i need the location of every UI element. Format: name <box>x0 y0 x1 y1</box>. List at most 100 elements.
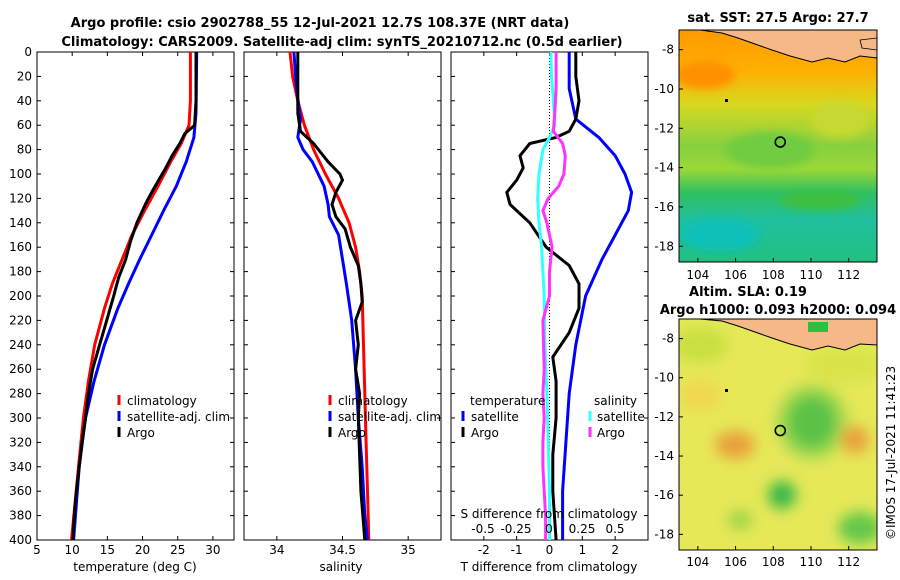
depth-tick-label: 140 <box>9 216 32 230</box>
lat-tick-label: -8 <box>662 332 674 346</box>
salinity-xlabel: salinity <box>319 560 362 574</box>
difference-panel: -2 -1 0 1 2 temperature satellite Argo salin… <box>450 51 649 574</box>
java-landmass <box>679 30 877 63</box>
depth-tick-label: 40 <box>17 94 32 108</box>
lon-tick-label: 110 <box>800 268 823 282</box>
sla-field <box>679 319 877 550</box>
lat-tick-label: -18 <box>654 527 674 541</box>
depth-tick-label: 280 <box>9 387 32 401</box>
lon-tick-label: 110 <box>800 555 823 569</box>
sst-map-ticks: 104 106 108 110 112 -8 -10 -12 -14 -16 -18 <box>654 43 860 282</box>
imos-credit: ©IMOS 17-Jul-2021 11:41:23 <box>884 366 898 540</box>
lon-tick-label: 104 <box>686 268 709 282</box>
lat-tick-label: -8 <box>662 43 674 57</box>
series-temperature-satellite <box>561 52 634 540</box>
legend-climatology: climatology <box>127 394 197 408</box>
depth-tick-label: 80 <box>17 143 32 157</box>
lon-tick-label: 106 <box>724 268 747 282</box>
figure-title-line2: Climatology: CARS2009. Satellite-adj cli… <box>61 35 622 50</box>
lat-tick-label: -12 <box>654 410 674 424</box>
s-tick-label: -0.25 <box>500 522 531 536</box>
salinity-ticks: 34 34.5 35 <box>244 51 441 557</box>
depth-tick-label: 240 <box>9 338 32 352</box>
x-tick-label: 1 <box>579 543 587 557</box>
legend-temp-argo: Argo <box>471 426 499 440</box>
difference-series <box>505 51 634 541</box>
sla-map-panel: Altim. SLA: 0.19 Argo h1000: 0.093 h2000… <box>654 285 896 569</box>
depth-tick-label: 60 <box>17 118 32 132</box>
depth-tick-label: 320 <box>9 435 32 449</box>
series-argo <box>71 52 198 541</box>
depth-tick-label: 100 <box>9 167 32 181</box>
lon-tick-label: 104 <box>686 555 709 569</box>
sst-map-frame <box>678 29 878 263</box>
figure-title-line1: Argo profile: csio 2902788_55 12-Jul-202… <box>71 16 570 31</box>
temperature-series <box>70 51 199 541</box>
island-marker <box>725 389 728 392</box>
temperature-xlabel: temperature (deg C) <box>73 560 196 574</box>
x-tick-label: 2 <box>611 543 619 557</box>
depth-tick-label: 180 <box>9 265 32 279</box>
series-argo <box>296 52 367 541</box>
depth-tick-label: 120 <box>9 191 32 205</box>
argo-position-marker <box>774 136 787 148</box>
lon-tick-label: 112 <box>837 268 860 282</box>
lon-tick-label: 108 <box>762 555 785 569</box>
x-tick-label: 30 <box>205 543 220 557</box>
legend-temp-satellite: satellite <box>471 410 519 424</box>
legend-sal-satellite: satellite <box>597 410 645 424</box>
s-tick-label: 0 <box>545 522 553 536</box>
depth-tick-label: 0 <box>24 45 32 59</box>
s-difference-xlabel: S difference from climatology <box>461 507 638 521</box>
lon-tick-label: 108 <box>762 268 785 282</box>
depth-tick-label: 20 <box>17 69 32 83</box>
lon-tick-label: 106 <box>724 555 747 569</box>
sst-map-panel: sat. SST: 27.5 Argo: 27.7 104 106 108 110 11… <box>654 11 878 282</box>
depth-tick-label: 160 <box>9 240 32 254</box>
legend-argo: Argo <box>127 426 155 440</box>
s-tick-label: 0.25 <box>569 522 596 536</box>
lat-tick-label: -12 <box>654 121 674 135</box>
lon-tick-label: 112 <box>837 555 860 569</box>
legend-sal-argo: Argo <box>597 426 625 440</box>
lat-tick-label: -10 <box>654 371 674 385</box>
legend-temperature-title: temperature <box>470 394 545 408</box>
x-tick-label: 25 <box>170 543 185 557</box>
lat-tick-label: -14 <box>654 161 674 175</box>
legend-climatology: climatology <box>338 394 408 408</box>
x-tick-label: 10 <box>65 543 80 557</box>
t-difference-xlabel: T difference from climatology <box>460 560 638 574</box>
s-difference-ticks: -0.5 -0.25 0 0.25 0.5 <box>471 522 624 536</box>
temperature-legend: climatology satellite-adj. clim Argo <box>117 394 230 440</box>
series-temperature-argo <box>505 52 581 541</box>
salinity-series <box>288 51 371 541</box>
legend-satellite-adj: satellite-adj. clim <box>127 410 230 424</box>
depth-tick-label: 380 <box>9 509 32 523</box>
depth-tick-label: 220 <box>9 313 32 327</box>
sla-map-frame <box>678 318 878 551</box>
s-tick-label: -0.5 <box>471 522 494 536</box>
sst-map-title: sat. SST: 27.5 Argo: 27.7 <box>687 11 868 26</box>
x-tick-label: 34.5 <box>329 543 356 557</box>
lat-tick-label: -16 <box>654 200 674 214</box>
argo-position-marker <box>774 424 787 437</box>
salinity-legend: climatology satellite-adj. clim Argo <box>328 394 441 440</box>
depth-tick-label: 360 <box>9 484 32 498</box>
x-tick-label: 5 <box>33 543 41 557</box>
difference-legend: temperature satellite Argo salinity sate… <box>461 394 645 440</box>
lat-tick-label: -10 <box>654 82 674 96</box>
depth-tick-label: 340 <box>9 460 32 474</box>
sla-map-ticks: 104 106 108 110 112 -8 -10 -12 -14 -16 -18 <box>654 332 860 569</box>
lat-tick-label: -18 <box>654 239 674 253</box>
x-tick-label: 0 <box>546 543 554 557</box>
temperature-ticks: 0 20 40 60 80 100 120 140 160 180 200 220 240 260 280 3… <box>9 45 234 557</box>
legend-satellite-adj: satellite-adj. clim <box>338 410 441 424</box>
x-tick-label: 34 <box>269 543 284 557</box>
salinity-axes-frame <box>243 51 442 541</box>
x-tick-label: 15 <box>100 543 115 557</box>
x-tick-label: 20 <box>135 543 150 557</box>
x-tick-label: 35 <box>401 543 416 557</box>
depth-tick-label: 200 <box>9 289 32 303</box>
legend-argo: Argo <box>338 426 366 440</box>
